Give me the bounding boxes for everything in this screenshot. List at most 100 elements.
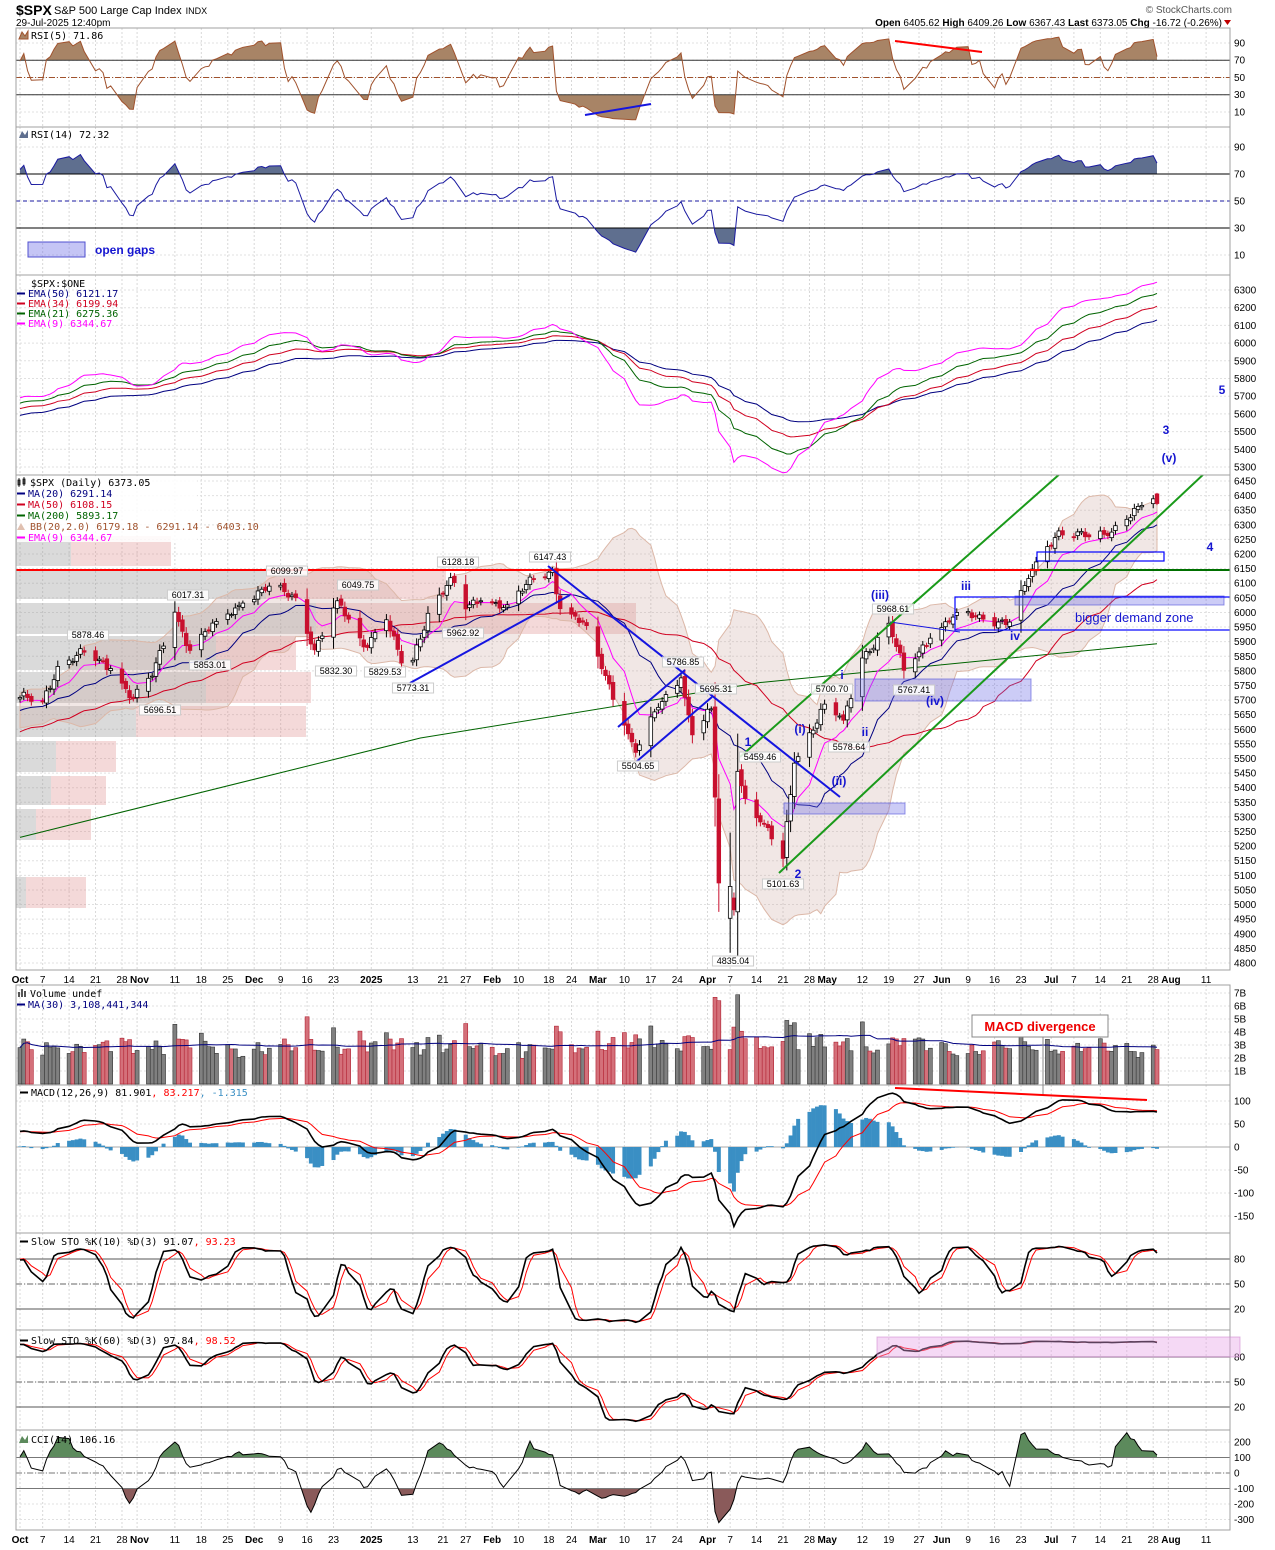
volume-bar [1079,1051,1084,1085]
candle [493,602,499,605]
x-tick-label: 11 [170,975,181,986]
macd-histogram-bar [648,1147,653,1167]
macd-plot [16,1085,1230,1233]
candle [901,652,907,671]
candle [1003,619,1009,625]
volume-by-price-up [16,603,316,634]
macd-histogram-bar [709,1139,714,1147]
ema34-line [19,305,1158,438]
macd-histogram-bar [437,1137,442,1147]
macd-histogram-bar [886,1122,891,1147]
vol-plot [16,985,1230,1085]
candle [1139,505,1145,508]
price-tag-box [138,704,182,716]
volume-bar [682,1036,688,1085]
volume-bar [727,1049,733,1085]
rsi-divergence-line [584,103,652,116]
x-tick-label: 27 [913,975,925,986]
candle [531,578,536,580]
volume-bar [1150,1044,1156,1085]
price-tag-box [66,629,110,641]
y-tick-label: -100 [1234,1484,1254,1495]
y-tick-label: 5350 [1234,798,1257,809]
candle [1128,517,1133,522]
macd-histogram-bar [973,1147,978,1151]
x-tick-label: 14 [1095,1535,1107,1546]
candle [758,815,763,823]
x-tick-label: 11 [170,1535,181,1546]
x-tick-label: 7 [1071,1535,1077,1546]
volume-bar [916,1037,922,1085]
y-tick-label: 5700 [1234,696,1257,707]
macd-histogram-bar [444,1131,449,1147]
candle [860,657,865,698]
volume-bar [425,1037,431,1085]
price-tag: 5829.53 [369,667,402,677]
y-tick-label: 5600 [1234,725,1257,736]
x-tick-label: 10 [619,975,631,986]
volume-bar [70,1051,76,1085]
price-ema9-legend: EMA(9) 6344.67 [28,533,112,544]
volume-bar [414,1042,419,1085]
macd-histogram-bar [414,1147,419,1154]
candle [569,607,574,615]
candle [1098,530,1103,540]
volume-bar [924,1050,929,1085]
candle [607,675,612,685]
macd-histogram-bar [701,1141,706,1147]
ema34-legend: EMA(34) 6199.94 [28,299,118,310]
price-tag: 5504.65 [622,761,655,771]
macd-histogram-bar [263,1142,268,1147]
candle [1154,493,1160,504]
price-tag: 5459.46 [744,752,777,762]
y-tick-label: -100 [1234,1189,1254,1200]
candle [335,600,340,609]
volume-bar [399,1038,404,1085]
macd-histogram-bar [278,1143,283,1147]
volume-bar [1098,1038,1103,1085]
volume-bar [920,1038,926,1085]
candle [580,620,586,623]
ma50-line [19,579,1158,748]
ema21-line [19,292,1158,455]
rsi14-plot [16,127,1230,275]
candle [656,706,661,711]
macd-histogram-bar [996,1147,1001,1156]
copyright[interactable]: © StockCharts.com [1146,5,1232,16]
y-tick-label: 6350 [1234,506,1257,517]
price-tag-box [528,551,572,563]
y-tick-label: 5150 [1234,856,1257,867]
y-tick-label: 5250 [1234,827,1257,838]
candle [610,682,616,700]
x-tick-label: 19 [883,975,895,986]
candle [48,687,53,690]
price-tag-box [711,955,755,967]
x-tick-label: 7 [727,975,733,986]
macd-histogram-bar [981,1147,986,1153]
volume-bar [100,1041,106,1085]
demand-zone-label: bigger demand zone [1075,610,1194,625]
macd-divergence-line [894,1087,1148,1101]
candle [161,645,166,649]
candle [603,669,608,676]
macd-legend-part: MACD(12,26,9) 81.901 [31,1088,151,1099]
candle [818,708,824,726]
candle [342,606,348,617]
y-tick-label: 5650 [1234,710,1257,721]
y-tick-label: 5500 [1234,754,1257,765]
volume-bar [1026,1045,1031,1085]
price-tag: 5767.41 [898,685,931,695]
volume-bar [977,1054,982,1085]
x-tick-label: Oct [12,975,29,986]
x-tick-label: 18 [196,975,208,986]
y-tick-label: 10 [1234,107,1246,118]
price-tag-box [871,603,915,615]
volume-bar [516,1042,521,1085]
candle [187,644,193,651]
chg-label: Chg [1130,18,1149,29]
volume-bar [1086,1047,1092,1085]
macd-histogram-bar [637,1147,642,1175]
rsi14-legend: RSI(14) 72.32 [31,130,109,141]
ema50-legend: EMA(50) 6121.17 [28,289,118,300]
price-tag-box [661,656,705,668]
